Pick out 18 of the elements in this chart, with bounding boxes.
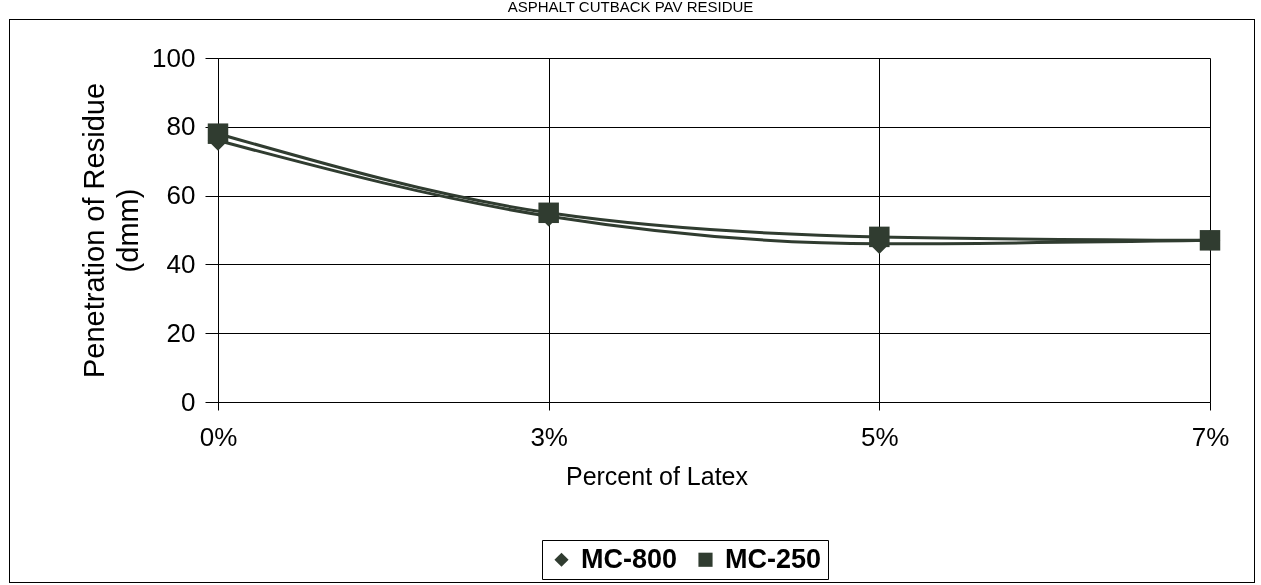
y-tick-label: 80: [166, 111, 196, 142]
y-tick-label: 60: [166, 180, 196, 211]
legend-label: MC-800: [581, 543, 678, 574]
x-tick-label: 3%: [530, 421, 568, 452]
x-tick-label: 7%: [1191, 421, 1230, 452]
y-tick-label: 100: [152, 42, 196, 73]
legend-label: MC-250: [725, 543, 822, 574]
point: [1199, 230, 1221, 251]
point: [538, 202, 559, 224]
y-tick-label: 0: [181, 386, 196, 417]
x-axis-title: Percent of Latex: [565, 461, 749, 490]
y-tick-label: 40: [166, 248, 196, 279]
y-axis-title: Penetration of Residue (dmm): [78, 82, 145, 379]
point: [869, 226, 890, 248]
x-tick-label: 5%: [861, 421, 899, 452]
chart-title: ASPHALT CUTBACK PAV RESIDUE: [507, 0, 754, 15]
y-tick-label: 20: [166, 317, 196, 348]
x-tick-label: 0%: [199, 421, 238, 452]
